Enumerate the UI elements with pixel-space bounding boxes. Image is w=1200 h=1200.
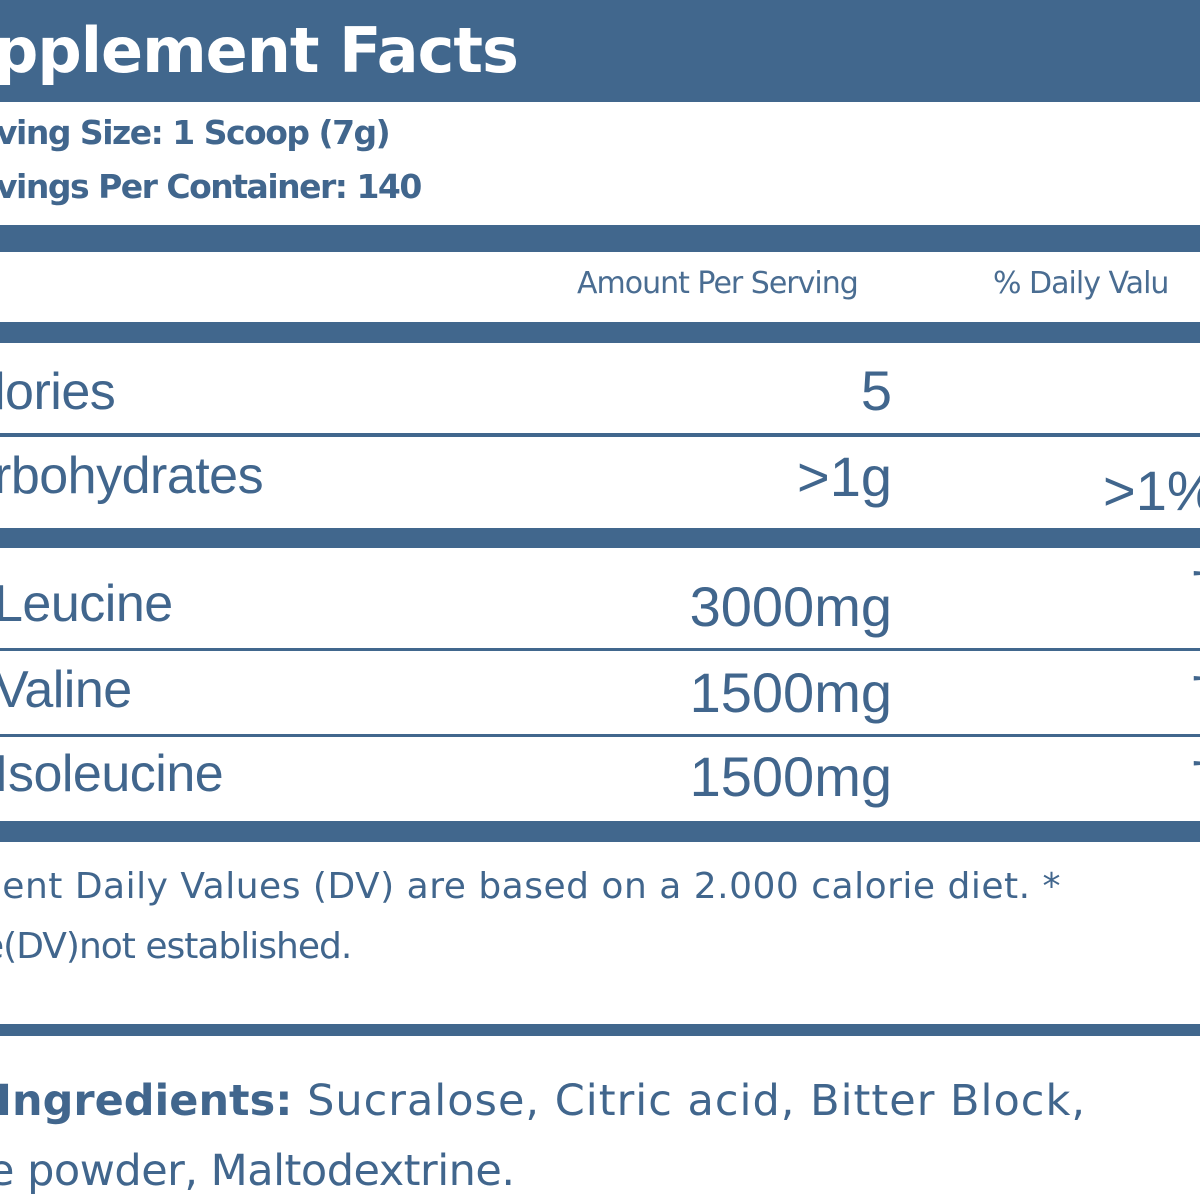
ingredients-text: Sucralose, Citric acid, Bitter Block, (292, 1076, 1087, 1126)
servings-per-container: vings Per Container: 140 (0, 167, 422, 206)
dagger-symbol: † (1190, 740, 1200, 805)
divider-thick (0, 322, 1200, 343)
footnote-line-2: e(DV)not established. (0, 926, 352, 967)
nutrient-name: Isoleucine (0, 745, 224, 803)
divider-thick (0, 528, 1200, 548)
header-daily-value: % Daily Valu (993, 266, 1169, 301)
dagger-symbol: † (1190, 655, 1200, 720)
dagger-symbol: † (1190, 550, 1200, 615)
nutrient-daily-value: >1% (1103, 459, 1200, 522)
row-divider (0, 648, 1200, 651)
nutrient-amount: 5 (860, 359, 892, 422)
nutrient-name: Valine (0, 661, 132, 719)
divider-thick (0, 821, 1200, 842)
ingredients-line-2: e powder, Maltodextrine. (0, 1146, 515, 1196)
ingredients-label: Ingredients: (0, 1076, 293, 1126)
nutrient-amount: >1g (797, 445, 892, 508)
header-amount-per-serving: Amount Per Serving (577, 266, 859, 301)
footnote-line-1: cent Daily Values (DV) are based on a 2.… (0, 866, 1062, 907)
title-bar: pplement Facts (0, 0, 1200, 102)
divider-thick (0, 1024, 1200, 1036)
nutrient-amount: 1500mg (689, 661, 892, 724)
nutrient-amount: 3000mg (689, 575, 892, 638)
divider-thick (0, 225, 1200, 252)
nutrient-name: Leucine (0, 575, 173, 633)
label-title: pplement Facts (0, 14, 519, 87)
nutrient-amount: 1500mg (689, 745, 892, 808)
nutrient-name: rbohydrates (0, 447, 264, 505)
row-divider (0, 734, 1200, 737)
row-divider (0, 433, 1200, 437)
ingredients-line-1: Ingredients: Sucralose, Citric acid, Bit… (0, 1076, 1086, 1126)
nutrient-name: lories (0, 363, 116, 421)
serving-size: ving Size: 1 Scoop (7g) (0, 113, 391, 152)
